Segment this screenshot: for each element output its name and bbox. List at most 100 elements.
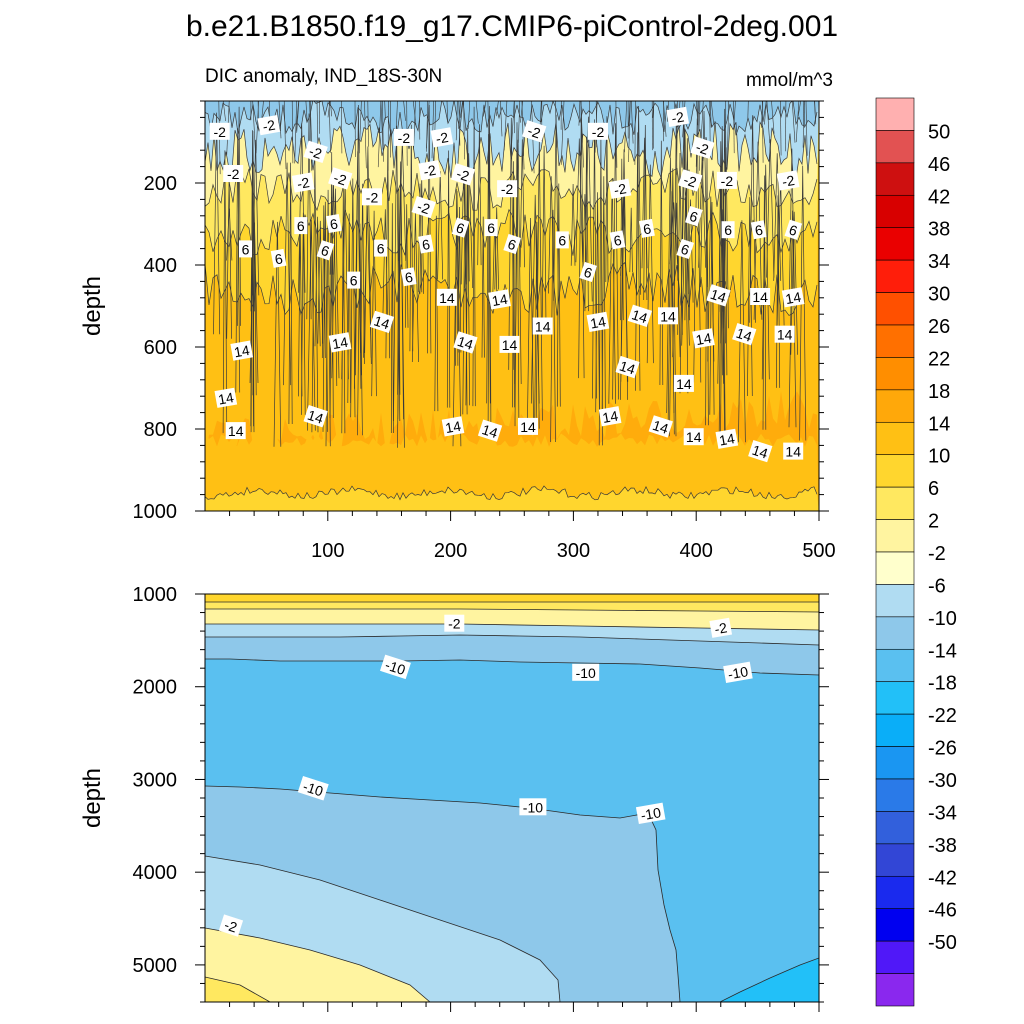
upper-contour-label: -2 xyxy=(418,160,441,181)
colorbar-cell xyxy=(875,778,915,812)
lower-axes: 1000 2000 3000 4000 5000 xyxy=(133,584,829,1012)
upper-contour-label: 14 xyxy=(673,374,694,392)
svg-text:14: 14 xyxy=(480,421,500,441)
svg-text:-10: -10 xyxy=(576,665,596,681)
upper-contour-label: 6 xyxy=(721,221,735,239)
svg-text:14: 14 xyxy=(491,291,509,309)
svg-text:-2: -2 xyxy=(261,117,276,135)
upper-band-minus10 xyxy=(205,101,819,137)
lower-band-10 xyxy=(205,594,819,602)
x-tick-label: 200 xyxy=(434,540,467,562)
colorbar-label: -14 xyxy=(928,640,957,662)
upper-contour-label: 14 xyxy=(658,307,678,325)
upper-contour-label: 14 xyxy=(518,417,538,435)
svg-text:-2: -2 xyxy=(694,139,711,158)
upper-contour-label: 6 xyxy=(484,219,498,237)
y-tick-label: 5000 xyxy=(133,955,178,977)
upper-contour-label: 14 xyxy=(748,439,773,463)
colorbar-label: -2 xyxy=(928,543,946,565)
svg-text:14: 14 xyxy=(306,407,326,427)
upper-contour-label: 14 xyxy=(683,428,704,446)
upper-contour-label: 14 xyxy=(586,311,610,333)
svg-text:6: 6 xyxy=(724,222,732,238)
lower-contour-label: -10 xyxy=(519,798,547,816)
svg-text:14: 14 xyxy=(455,333,475,353)
lower-contour-label: -10 xyxy=(297,775,329,801)
colorbar-cell xyxy=(875,259,915,293)
upper-contour-label: -2 xyxy=(430,127,454,148)
colorbar-cell xyxy=(875,421,915,456)
colorbar-label: 30 xyxy=(928,284,950,306)
upper-contour-label: 6 xyxy=(316,240,335,261)
upper-contour-label: 6 xyxy=(609,230,626,250)
svg-text:6: 6 xyxy=(273,250,284,267)
svg-text:-2: -2 xyxy=(781,172,796,190)
colorbar-label: 2 xyxy=(928,511,939,533)
svg-text:14: 14 xyxy=(695,330,713,348)
upper-contour-label: 6 xyxy=(239,240,252,258)
svg-text:-2: -2 xyxy=(415,198,432,217)
lower-y-axis-label: depth xyxy=(79,768,106,828)
lower-contour-label: -10 xyxy=(379,654,411,680)
upper-contour-label: -2 xyxy=(362,188,382,206)
svg-text:14: 14 xyxy=(217,389,235,407)
colorbar-label: 22 xyxy=(928,348,950,370)
colorbar-cell xyxy=(875,551,915,585)
y-tick-label: 2000 xyxy=(133,677,178,699)
upper-contour-label: -2 xyxy=(678,169,703,192)
lower-contour-label: -2 xyxy=(709,617,733,638)
upper-contour-label: -2 xyxy=(393,128,414,146)
y-tick-label: 3000 xyxy=(133,769,178,791)
svg-text:14: 14 xyxy=(601,407,619,425)
upper-contour-label: -2 xyxy=(608,178,632,199)
upper-subtitle-right: mmol/m^3 xyxy=(746,70,833,91)
svg-text:6: 6 xyxy=(350,273,358,289)
colorbar-cell xyxy=(875,648,915,683)
upper-contour-label: 14 xyxy=(441,416,465,437)
svg-text:-2: -2 xyxy=(721,173,734,189)
upper-contour-label: 14 xyxy=(477,419,503,442)
upper-contour-label: -2 xyxy=(411,195,436,219)
svg-text:14: 14 xyxy=(331,334,349,352)
upper-contour-label: 6 xyxy=(750,220,767,240)
y-tick-label: 400 xyxy=(144,255,177,277)
svg-text:14: 14 xyxy=(444,418,462,436)
colorbar-label: 42 xyxy=(928,186,950,208)
colorbar-label: 26 xyxy=(928,316,950,338)
colorbar-cell xyxy=(875,194,915,229)
upper-contour-label: 6 xyxy=(294,217,308,235)
svg-text:-2: -2 xyxy=(448,616,461,632)
colorbar-cell xyxy=(875,973,915,1007)
upper-contour-label: 6 xyxy=(374,239,388,257)
colorbar-label: 38 xyxy=(928,219,950,241)
colorbar-cell xyxy=(875,811,915,845)
lower-contour-labels: -2 -2 -10 -10 -10 -10 -10 -10 -2 xyxy=(218,614,753,937)
svg-text:-2: -2 xyxy=(227,166,240,182)
lower-contour-label: -2 xyxy=(444,614,465,632)
svg-text:14: 14 xyxy=(708,286,728,306)
upper-contour-label: 14 xyxy=(750,288,771,305)
svg-text:-2: -2 xyxy=(592,124,605,140)
colorbar-cell xyxy=(875,454,915,488)
svg-text:14: 14 xyxy=(777,327,793,343)
upper-contour-label: 6 xyxy=(685,206,703,227)
x-tick-label: 400 xyxy=(680,540,713,562)
svg-text:-2: -2 xyxy=(398,130,411,146)
upper-contour-label: -2 xyxy=(776,170,800,191)
x-tick-label: 300 xyxy=(557,540,590,562)
svg-text:14: 14 xyxy=(784,289,802,307)
colorbar-cell xyxy=(875,162,915,196)
upper-contour-label: 14 xyxy=(598,406,622,427)
upper-contour-label: -2 xyxy=(497,180,518,198)
upper-contour-label: -2 xyxy=(223,165,244,182)
colorbar-label: -42 xyxy=(928,867,957,889)
upper-contour-label: 6 xyxy=(347,271,361,289)
svg-text:14: 14 xyxy=(750,442,770,462)
colorbar-label: 10 xyxy=(928,446,950,468)
y-tick-label: 800 xyxy=(144,419,177,441)
upper-contour-label: 14 xyxy=(303,405,328,428)
colorbar-cell xyxy=(875,713,915,747)
upper-contour-label: -2 xyxy=(716,171,737,189)
svg-text:-2: -2 xyxy=(455,165,472,184)
